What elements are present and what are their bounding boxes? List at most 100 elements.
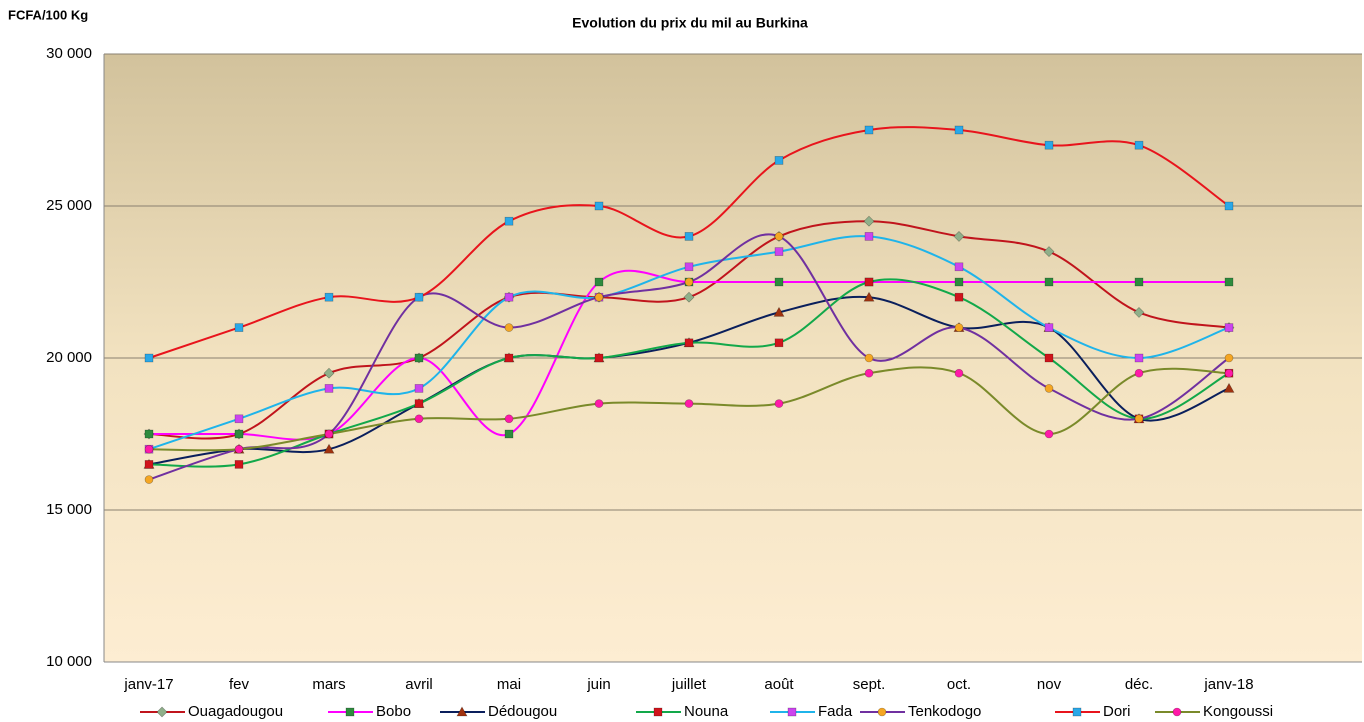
x-tick-label: juin <box>586 676 610 693</box>
data-point <box>1134 140 1144 150</box>
legend-marker <box>456 706 468 717</box>
data-point <box>774 247 784 256</box>
data-point <box>1224 201 1234 211</box>
data-point <box>504 353 514 363</box>
data-point <box>144 353 154 363</box>
data-point <box>324 292 334 302</box>
data-point <box>144 444 154 454</box>
data-point <box>954 277 964 287</box>
data-point <box>234 429 244 439</box>
data-point <box>1044 323 1054 332</box>
data-point <box>504 323 514 332</box>
data-point <box>683 291 695 303</box>
data-point <box>1224 277 1234 287</box>
data-point <box>774 232 784 241</box>
data-point <box>954 368 964 378</box>
legend-label: Fada <box>818 703 853 720</box>
data-point <box>1134 277 1144 287</box>
x-tick-label: fev <box>229 676 250 693</box>
data-point <box>144 429 154 439</box>
legend-marker <box>877 707 887 717</box>
data-point <box>1224 353 1234 363</box>
data-point <box>1133 306 1145 318</box>
data-point <box>864 277 874 287</box>
chart-title: Evolution du prix du mil au Burkina <box>572 15 808 31</box>
data-point <box>773 306 785 317</box>
data-point <box>414 384 424 393</box>
data-point <box>864 368 874 378</box>
data-point <box>594 201 604 211</box>
legend-marker <box>653 707 663 717</box>
y-tick-label: 10 000 <box>46 653 92 670</box>
data-point <box>1223 382 1235 393</box>
data-point <box>1043 246 1055 258</box>
legend-label: Bobo <box>376 703 411 720</box>
x-tick-label: déc. <box>1125 676 1153 693</box>
y-tick-label: 30 000 <box>46 45 92 62</box>
legend-marker <box>156 706 168 718</box>
data-point <box>414 414 424 424</box>
y-tick-label: 25 000 <box>46 197 92 214</box>
x-tick-label: janv-18 <box>1203 676 1253 693</box>
data-point <box>684 277 694 287</box>
y-tick-label: 20 000 <box>46 349 92 366</box>
y-tick-label: 15 000 <box>46 501 92 518</box>
data-point <box>1224 323 1234 332</box>
data-point <box>684 399 694 408</box>
data-point <box>684 338 694 348</box>
data-point <box>954 292 964 302</box>
legend-label: Tenkodogo <box>908 703 981 720</box>
data-point <box>954 323 964 332</box>
data-point <box>774 338 784 348</box>
x-tick-label: mai <box>497 676 521 693</box>
legend-marker <box>787 707 797 717</box>
data-point <box>324 429 334 439</box>
data-point <box>323 367 335 379</box>
data-point <box>863 291 875 302</box>
legend-label: Nouna <box>684 703 729 720</box>
data-point <box>414 353 424 363</box>
data-point <box>594 277 604 287</box>
data-point <box>323 443 335 454</box>
data-point <box>1134 353 1144 363</box>
legend-marker <box>345 707 355 717</box>
data-point <box>504 216 514 226</box>
data-point <box>414 292 424 302</box>
data-point <box>954 125 964 135</box>
data-point <box>954 262 964 272</box>
x-tick-label: nov <box>1037 676 1062 693</box>
legend-marker <box>1172 707 1182 717</box>
data-point <box>324 384 334 393</box>
data-point <box>774 277 784 287</box>
data-point <box>1044 384 1054 393</box>
series-line <box>149 269 1229 441</box>
data-point <box>774 156 784 165</box>
data-point <box>234 460 244 469</box>
data-point <box>1044 277 1054 287</box>
data-point <box>594 399 604 408</box>
data-point <box>863 215 875 227</box>
data-point <box>864 232 874 241</box>
y-axis-label: FCFA/100 Kg <box>8 7 88 22</box>
data-point <box>1044 429 1054 439</box>
data-point <box>594 292 604 302</box>
data-point <box>234 414 244 424</box>
legend-marker <box>1072 707 1082 717</box>
data-point <box>684 232 694 241</box>
data-point <box>684 262 694 272</box>
legend-label: Dori <box>1103 703 1131 720</box>
data-point <box>1134 368 1144 378</box>
legend-label: Dédougou <box>488 703 557 720</box>
x-tick-label: janv-17 <box>123 676 173 693</box>
x-tick-label: oct. <box>947 676 971 693</box>
data-point <box>774 399 784 408</box>
data-point <box>504 292 514 302</box>
data-point <box>234 323 244 332</box>
data-point <box>1044 353 1054 363</box>
x-tick-label: sept. <box>853 676 886 693</box>
data-point <box>864 353 874 363</box>
legend-label: Ouagadougou <box>188 703 283 720</box>
data-point <box>1044 140 1054 150</box>
data-point <box>1224 368 1234 378</box>
